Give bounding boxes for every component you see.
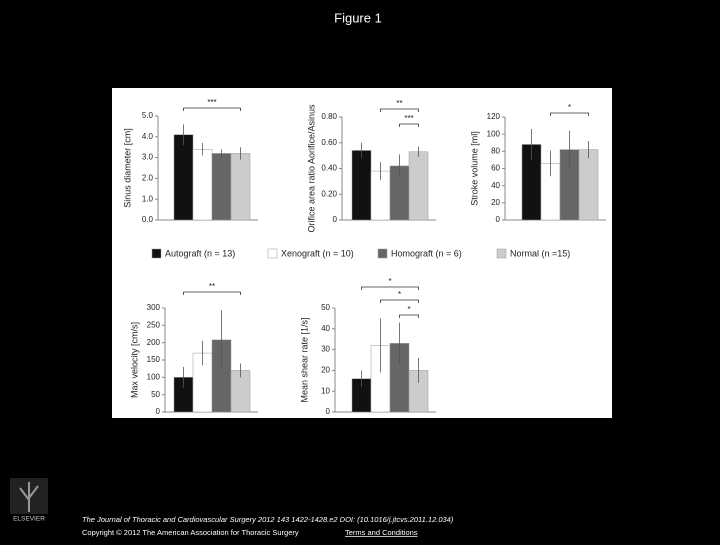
y-tick-label: 0	[326, 407, 331, 416]
copyright: Copyright © 2012 The American Associatio…	[82, 528, 299, 537]
significance-label: ***	[404, 114, 413, 123]
y-tick-label: 0.40	[321, 164, 337, 173]
significance-bracket	[399, 123, 419, 127]
y-tick-label: 0.60	[321, 138, 337, 147]
y-axis-label: Max velocity [cm/s]	[129, 322, 139, 398]
y-tick-label: 60	[491, 164, 500, 173]
y-axis-label: Sinus diameter [cm]	[122, 128, 132, 208]
y-tick-label: 50	[321, 303, 330, 312]
legend-label: Normal (n =15)	[510, 248, 570, 258]
significance-bracket	[550, 112, 589, 116]
y-tick-label: 20	[491, 198, 500, 207]
publisher-name: ELSEVIER	[13, 516, 45, 523]
y-tick-label: 250	[147, 320, 161, 329]
bar	[173, 134, 194, 221]
significance-label: *	[407, 305, 410, 314]
y-tick-label: 40	[321, 324, 330, 333]
y-tick-label: 0.0	[142, 215, 154, 224]
legend-swatch	[496, 248, 507, 259]
legend-swatch	[151, 248, 162, 259]
significance-label: ***	[207, 98, 216, 107]
y-tick-label: 80	[491, 146, 500, 155]
y-tick-label: 0.80	[321, 112, 337, 121]
y-tick-label: 200	[147, 338, 161, 347]
significance-label: **	[209, 282, 215, 291]
bar	[230, 153, 251, 221]
bar	[408, 151, 429, 221]
slide-title: Figure 1	[334, 10, 382, 25]
y-tick-label: 20	[321, 366, 330, 375]
significance-label: *	[398, 290, 401, 299]
significance-label: *	[388, 277, 391, 286]
legend-label: Homograft (n = 6)	[391, 248, 462, 258]
y-tick-label: 0	[156, 407, 161, 416]
significance-bracket	[361, 286, 419, 290]
publisher-logo: ELSEVIER	[10, 478, 48, 523]
significance-bracket	[380, 108, 419, 112]
y-tick-label: 150	[147, 355, 161, 364]
citation: The Journal of Thoracic and Cardiovascul…	[82, 515, 454, 524]
y-tick-label: 0	[496, 215, 501, 224]
significance-label: **	[396, 99, 402, 108]
y-tick-label: 2.0	[142, 174, 154, 183]
y-tick-label: 30	[321, 345, 330, 354]
y-tick-label: 50	[151, 390, 160, 399]
y-tick-label: 0.20	[321, 189, 337, 198]
y-tick-label: 3.0	[142, 153, 154, 162]
significance-label: *	[568, 103, 571, 112]
y-axis-label: Stroke volume [ml]	[469, 131, 479, 206]
bar	[192, 149, 213, 221]
y-tick-label: 4.0	[142, 132, 154, 141]
terms-link[interactable]: Terms and Conditions	[345, 528, 418, 537]
y-tick-label: 120	[487, 112, 501, 121]
significance-bracket	[183, 291, 241, 295]
significance-bracket	[399, 314, 419, 318]
y-axis-label: Mean shear rate [1/s]	[299, 317, 309, 402]
y-tick-label: 100	[487, 129, 501, 138]
y-tick-label: 1.0	[142, 194, 154, 203]
bar	[351, 150, 372, 221]
legend-label: Xenograft (n = 10)	[281, 248, 354, 258]
legend-swatch	[377, 248, 388, 259]
y-axis-label: Orifice area ratio Aorifice/Asinus	[306, 104, 316, 233]
y-tick-label: 300	[147, 303, 161, 312]
legend-label: Autograft (n = 13)	[165, 248, 235, 258]
bar	[211, 153, 232, 221]
bar	[578, 149, 599, 221]
significance-bracket	[380, 299, 419, 303]
y-tick-label: 40	[491, 181, 500, 190]
y-tick-label: 100	[147, 372, 161, 381]
significance-bracket	[183, 107, 241, 111]
y-tick-label: 10	[321, 386, 330, 395]
legend-swatch	[267, 248, 278, 259]
y-tick-label: 5.0	[142, 111, 154, 120]
y-tick-label: 0	[333, 215, 338, 224]
